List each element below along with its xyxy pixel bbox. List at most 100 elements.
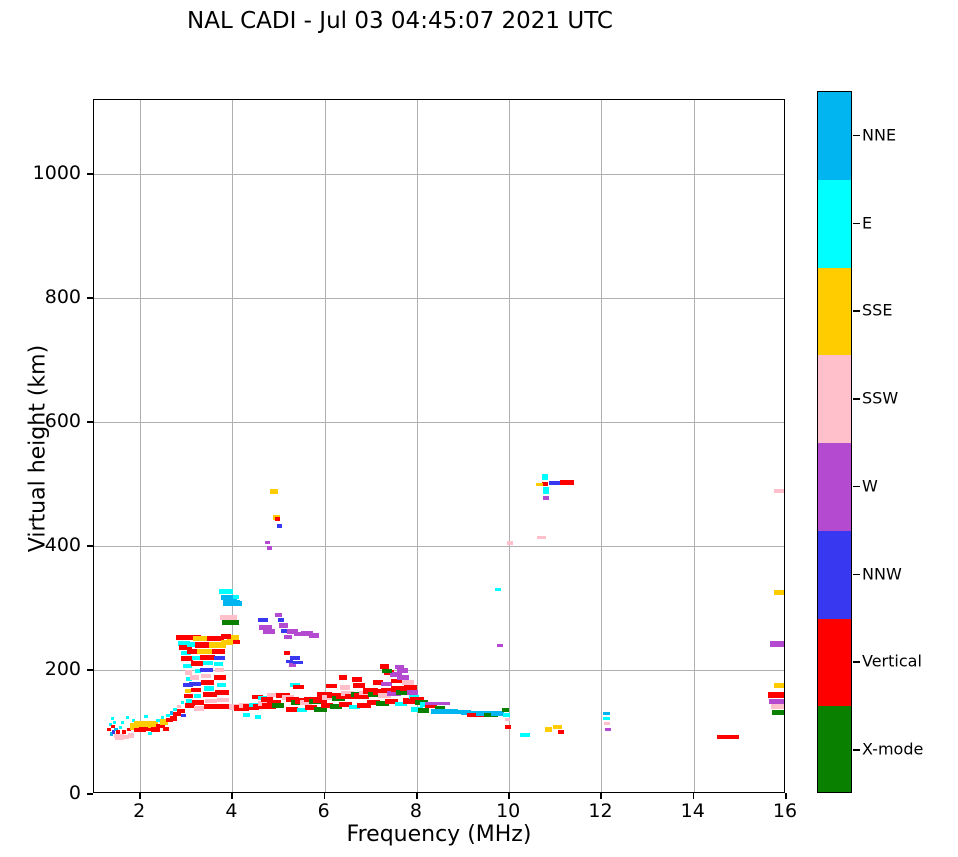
- echo-point: [559, 479, 574, 485]
- echo-point: [183, 663, 192, 668]
- colorbar-tick-mark: [853, 661, 860, 663]
- echo-point: [254, 715, 261, 719]
- echo-point: [545, 727, 552, 733]
- echo-point: [313, 706, 327, 712]
- y-tick-mark: [87, 173, 93, 175]
- colorbar-tick-label-x-mode: X-mode: [862, 739, 924, 759]
- echo-point: [773, 590, 784, 595]
- echo-point: [205, 698, 218, 704]
- x-tick-mark: [785, 793, 787, 799]
- echo-point: [406, 690, 418, 695]
- echo-point: [214, 655, 225, 660]
- colorbar-tick-label-w: W: [862, 476, 878, 496]
- grid-line-horizontal: [94, 546, 784, 548]
- echo-point: [160, 719, 168, 725]
- grid-line-horizontal: [94, 670, 784, 672]
- echo-point: [156, 723, 165, 728]
- grid-line-vertical: [140, 100, 142, 792]
- echo-point: [769, 698, 784, 704]
- echo-point: [418, 708, 430, 714]
- echo-point: [266, 546, 273, 550]
- x-tick-label: 8: [409, 800, 422, 822]
- x-tick-label: 14: [680, 800, 705, 822]
- echo-point: [204, 703, 220, 710]
- echo-point: [335, 693, 351, 699]
- echo-point: [121, 730, 127, 734]
- echo-point: [220, 634, 231, 639]
- echo-point: [312, 697, 328, 703]
- echo-point: [267, 699, 281, 706]
- echo-point: [340, 685, 351, 690]
- echo-point: [166, 718, 173, 723]
- echo-point: [259, 625, 273, 631]
- echo-point: [125, 715, 129, 719]
- echo-point: [191, 661, 204, 667]
- echo-point: [200, 674, 211, 679]
- echo-point: [173, 707, 178, 711]
- echo-point: [115, 730, 121, 734]
- echo-point: [204, 686, 215, 691]
- echo-point: [197, 648, 216, 655]
- echo-point: [266, 692, 277, 698]
- echo-point: [338, 702, 352, 708]
- y-tick-label: 400: [44, 534, 81, 557]
- echo-point: [277, 523, 282, 528]
- echo-point: [483, 713, 498, 718]
- echo-point: [176, 708, 185, 714]
- echo-point: [293, 660, 303, 665]
- echo-point: [126, 727, 131, 732]
- echo-point: [200, 679, 215, 685]
- echo-point: [183, 635, 201, 641]
- echo-point: [286, 629, 298, 634]
- colorbar-tick-label-nne: NNE: [862, 125, 897, 145]
- echo-point: [220, 615, 237, 620]
- echo-point: [134, 727, 142, 732]
- echo-point: [278, 623, 288, 628]
- echo-point: [178, 641, 191, 646]
- echo-point: [148, 732, 153, 736]
- echo-point: [381, 682, 393, 687]
- echo-point: [113, 727, 118, 732]
- x-tick-label: 6: [317, 800, 330, 822]
- echo-point: [214, 662, 223, 666]
- echo-point: [503, 712, 510, 717]
- grid-line-vertical: [693, 100, 695, 792]
- echo-point: [772, 709, 784, 715]
- echo-point: [356, 702, 371, 708]
- echo-point: [185, 703, 195, 708]
- echo-point: [193, 635, 213, 642]
- echo-point: [176, 704, 182, 709]
- colorbar-tick-label-e: E: [862, 213, 873, 233]
- x-tick-label: 2: [133, 800, 146, 822]
- y-tick-mark: [87, 669, 93, 671]
- echo-point: [214, 667, 225, 673]
- echo-point: [189, 681, 202, 686]
- grid-line-vertical: [509, 100, 511, 792]
- echo-point: [320, 702, 334, 708]
- echo-point: [232, 595, 240, 599]
- echo-point: [209, 642, 226, 649]
- echo-point: [181, 656, 194, 662]
- echo-point: [506, 541, 514, 545]
- echo-point: [603, 721, 611, 726]
- echo-point: [537, 535, 546, 539]
- echo-point: [109, 723, 112, 727]
- echo-point: [220, 639, 233, 645]
- x-tick-mark: [692, 793, 695, 799]
- echo-point: [257, 617, 268, 623]
- echo-point: [326, 684, 338, 689]
- echo-point: [252, 703, 268, 710]
- x-tick-label: 4: [225, 800, 238, 822]
- echo-point: [214, 675, 227, 680]
- x-tick-label: 10: [496, 800, 521, 822]
- echo-point: [165, 713, 170, 717]
- x-tick-label: 12: [588, 800, 613, 822]
- echo-point: [345, 693, 360, 700]
- echo-point: [107, 727, 112, 732]
- colorbar-segment-ssw: [818, 355, 851, 443]
- x-tick-mark: [323, 793, 326, 799]
- colorbar-tick-mark: [853, 485, 860, 488]
- echo-point: [410, 697, 424, 703]
- echo-point: [502, 707, 509, 712]
- echo-point: [326, 692, 341, 699]
